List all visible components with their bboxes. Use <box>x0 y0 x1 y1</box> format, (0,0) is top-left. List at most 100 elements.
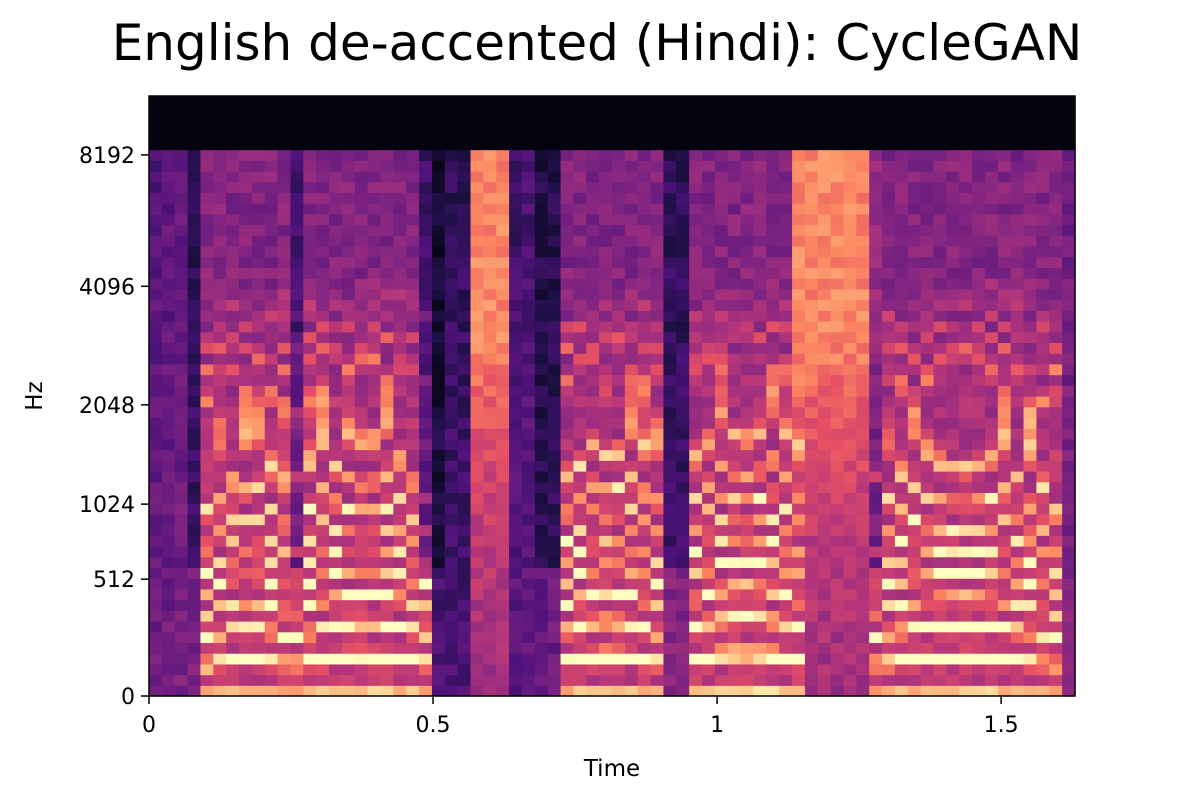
spectrogram-cell <box>521 149 536 161</box>
spectrogram-cell <box>187 610 202 622</box>
spectrogram-cell <box>882 631 896 644</box>
spectrogram-cell <box>1049 235 1063 247</box>
spectrogram-cell <box>573 588 587 601</box>
spectrogram-cell <box>213 278 227 290</box>
spectrogram-cell <box>1023 267 1038 279</box>
spectrogram-cell <box>920 235 935 247</box>
spectrogram-cell <box>817 503 832 515</box>
spectrogram-cell <box>933 149 947 161</box>
spectrogram-cell <box>830 481 845 494</box>
spectrogram-cell <box>509 321 523 333</box>
spectrogram-cell <box>997 246 1012 258</box>
spectrogram-cell <box>149 588 163 601</box>
spectrogram-cell <box>509 288 523 301</box>
spectrogram-cell <box>972 610 986 622</box>
spectrogram-cell <box>303 246 317 258</box>
spectrogram-cell <box>187 96 202 108</box>
spectrogram-cell <box>984 288 999 301</box>
spectrogram-cell <box>612 396 626 408</box>
spectrogram-cell <box>457 438 472 451</box>
spectrogram-cell <box>792 267 806 279</box>
spectrogram-cell <box>393 481 407 494</box>
spectrogram-cell <box>1049 192 1063 204</box>
spectrogram-cell <box>817 417 832 429</box>
spectrogram-cell <box>239 331 253 344</box>
spectrogram-cell <box>714 588 729 601</box>
spectrogram-cell <box>856 685 870 697</box>
spectrogram-cell <box>766 213 780 226</box>
spectrogram-cell <box>650 396 665 408</box>
spectrogram-cell <box>830 653 845 665</box>
spectrogram-cell <box>959 556 973 569</box>
spectrogram-cell <box>663 642 677 654</box>
spectrogram-cell <box>894 578 909 590</box>
spectrogram-cell <box>882 588 896 601</box>
spectrogram-cell <box>894 513 909 526</box>
spectrogram-cell <box>702 578 716 590</box>
spectrogram-cell <box>663 567 677 579</box>
spectrogram-cell <box>792 556 806 569</box>
spectrogram-cell <box>843 128 857 140</box>
spectrogram-cell <box>419 342 433 354</box>
spectrogram-cell <box>316 642 330 654</box>
spectrogram-cell <box>843 406 857 419</box>
spectrogram-cell <box>804 246 819 258</box>
spectrogram-cell <box>663 503 677 515</box>
spectrogram-cell <box>624 588 639 601</box>
spectrogram-cell <box>457 481 472 494</box>
spectrogram-cell <box>431 460 446 472</box>
spectrogram-cell <box>1010 235 1025 247</box>
spectrogram-cell <box>804 513 819 526</box>
spectrogram-cell <box>792 181 806 194</box>
spectrogram-cell <box>894 642 909 654</box>
spectrogram-cell <box>1036 321 1050 333</box>
spectrogram-cell <box>573 256 587 269</box>
spectrogram-cell <box>907 567 922 579</box>
spectrogram-cell <box>882 117 896 129</box>
spectrogram-cell <box>1062 374 1076 386</box>
spectrogram-cell <box>239 171 253 183</box>
spectrogram-cell <box>779 599 793 611</box>
spectrogram-cell <box>149 685 163 697</box>
spectrogram-cell <box>766 256 780 269</box>
spectrogram-cell <box>1036 267 1050 279</box>
spectrogram-cell <box>753 471 767 483</box>
spectrogram-cell <box>496 246 510 258</box>
spectrogram-cell <box>380 513 394 526</box>
spectrogram-cell <box>766 203 780 215</box>
spectrogram-cell <box>804 685 819 697</box>
spectrogram-cell <box>509 246 523 258</box>
spectrogram-cell <box>226 578 240 590</box>
spectrogram-cell <box>509 128 523 140</box>
spectrogram-cell <box>972 621 986 633</box>
spectrogram-cell <box>869 642 883 654</box>
spectrogram-cell <box>804 428 819 440</box>
spectrogram-cell <box>676 288 690 301</box>
spectrogram-cell <box>586 599 600 611</box>
spectrogram-cell <box>1062 299 1076 311</box>
spectrogram-cell <box>624 663 639 676</box>
spectrogram-cell <box>766 192 780 204</box>
spectrogram-cell <box>431 674 446 686</box>
spectrogram-cell <box>972 556 986 569</box>
spectrogram-cell <box>187 449 202 461</box>
spectrogram-cell <box>264 492 279 504</box>
x-tick-label: 1.5 <box>984 713 1019 738</box>
spectrogram-cell <box>856 578 870 590</box>
spectrogram-cell <box>714 267 729 279</box>
spectrogram-cell <box>586 385 600 397</box>
spectrogram-cell <box>830 138 845 151</box>
spectrogram-cell <box>406 288 420 301</box>
spectrogram-cell <box>714 117 729 129</box>
spectrogram-cell <box>856 342 870 354</box>
spectrogram-cell <box>174 246 189 258</box>
spectrogram-cell <box>586 631 600 644</box>
spectrogram-cell <box>586 106 600 119</box>
spectrogram-cell <box>419 513 433 526</box>
spectrogram-cell <box>316 653 330 665</box>
spectrogram-cell <box>251 599 266 611</box>
spectrogram-cell <box>521 171 536 183</box>
spectrogram-cell <box>509 106 523 119</box>
spectrogram-cell <box>1023 224 1038 236</box>
spectrogram-cell <box>174 588 189 601</box>
